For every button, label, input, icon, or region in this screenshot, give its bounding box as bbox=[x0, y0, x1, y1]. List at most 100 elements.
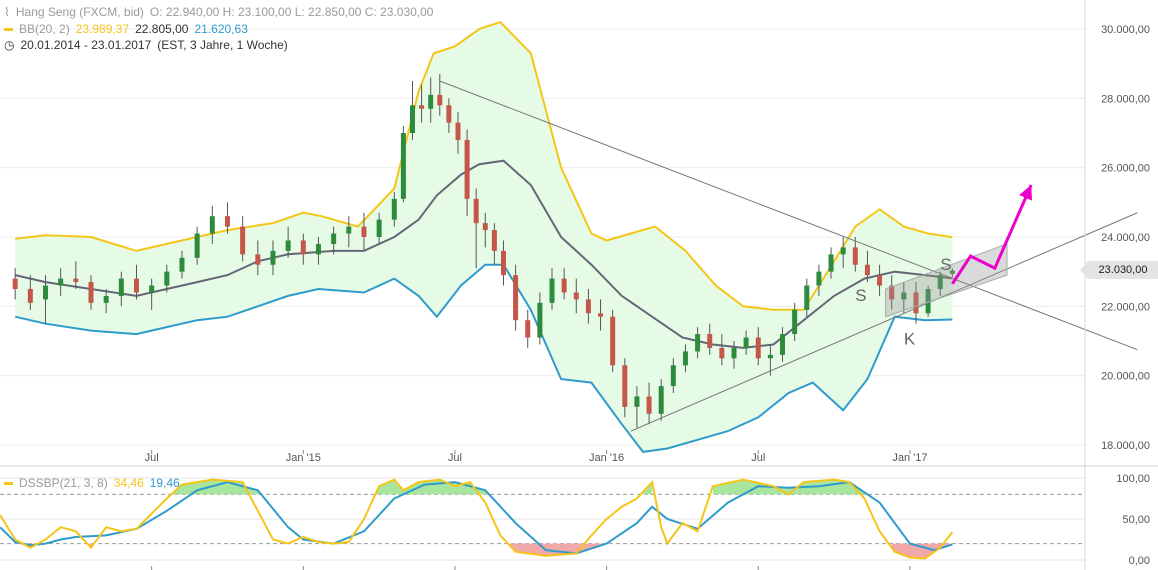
candle-body bbox=[437, 94, 443, 106]
x-tick-label: Jul bbox=[751, 452, 765, 464]
bb-lower-value: 21.620,63 bbox=[194, 22, 248, 36]
bb-legend: BB(20, 2) 23.989,37 22.805,00 21.620,63 bbox=[4, 22, 254, 36]
instrument-legend: ⌇ Hang Seng (FXCM, bid) O: 22.940,00 H: 23… bbox=[4, 5, 439, 19]
trendline-resistance bbox=[439, 80, 1138, 351]
range-legend: ◷ 20.01.2014 - 23.01.2017 (EST, 3 Jahre, 1… bbox=[4, 38, 294, 52]
candle-body bbox=[300, 240, 306, 255]
range-note: (EST, 3 Jahre, 1 Woche) bbox=[157, 38, 288, 52]
ohlc-values: O: 22.940,00 H: 23.100,00 L: 22.850,00 C… bbox=[149, 5, 434, 19]
candle-body bbox=[743, 337, 749, 348]
candle-body bbox=[133, 278, 139, 293]
candle-body bbox=[88, 282, 94, 303]
candle-body bbox=[707, 334, 713, 348]
x-tick-label: Jan '15 bbox=[286, 452, 321, 464]
candle-body bbox=[376, 219, 382, 237]
candle-body bbox=[913, 292, 919, 314]
osc-legend: DSSBP(21, 3, 8) 34,46 19,46 bbox=[4, 476, 186, 490]
chart-type-icon: ⌇ bbox=[4, 5, 10, 19]
candle-body bbox=[473, 198, 479, 224]
candle-body bbox=[118, 278, 124, 296]
x-tick-label: Jan '17 bbox=[892, 452, 927, 464]
candle-body bbox=[224, 216, 230, 227]
candle-body bbox=[27, 289, 33, 303]
projection-arrow-line bbox=[951, 184, 1033, 285]
current-price-badge: 23.030,00 bbox=[1080, 261, 1158, 279]
candle-body bbox=[537, 302, 543, 338]
candle-body bbox=[901, 292, 907, 300]
bb-middle-value: 22.805,00 bbox=[135, 22, 189, 36]
candle-body bbox=[58, 278, 64, 286]
candle-body bbox=[209, 216, 215, 234]
osc-value-slow: 19,46 bbox=[149, 476, 180, 490]
y-tick-label: 22.000,00 bbox=[1101, 301, 1150, 313]
candle-body bbox=[610, 316, 616, 366]
osc-label: DSSBP(21, 3, 8) bbox=[19, 476, 108, 490]
osc-value-fast: 34,46 bbox=[113, 476, 144, 490]
candle-body bbox=[634, 396, 640, 407]
candle-body bbox=[840, 247, 846, 255]
bb-label: BB(20, 2) bbox=[19, 22, 70, 36]
instrument-name: Hang Seng (FXCM, bid) bbox=[15, 5, 144, 19]
y-tick-label: 24.000,00 bbox=[1101, 232, 1150, 244]
candle-body bbox=[937, 275, 943, 289]
bb-upper-value: 23.989,37 bbox=[75, 22, 130, 36]
candle-body bbox=[315, 243, 321, 255]
candle-body bbox=[719, 347, 725, 359]
candlesticks bbox=[12, 74, 955, 428]
candle-body bbox=[573, 292, 579, 300]
candle-body bbox=[525, 320, 531, 338]
bb-swatch-icon bbox=[4, 28, 13, 32]
candle-body bbox=[455, 122, 461, 140]
candle-body bbox=[255, 254, 261, 265]
y-tick-label: 18.000,00 bbox=[1101, 440, 1150, 452]
osc-tick-label: 50,00 bbox=[1122, 514, 1150, 526]
y-tick-label: 20.000,00 bbox=[1101, 371, 1150, 383]
candle-body bbox=[194, 233, 200, 258]
candle-body bbox=[361, 226, 367, 237]
candle-body bbox=[164, 271, 170, 286]
osc-tick-label: 100,00 bbox=[1116, 473, 1150, 485]
date-range: 20.01.2014 - 23.01.2017 bbox=[20, 38, 152, 52]
trendlines: S S K bbox=[439, 80, 1138, 432]
candle-body bbox=[409, 105, 415, 133]
candle-body bbox=[949, 270, 955, 274]
candle-body bbox=[513, 275, 519, 321]
annotation-label: S bbox=[855, 286, 866, 305]
candle-body bbox=[482, 223, 488, 231]
candle-body bbox=[270, 250, 276, 265]
osc-oversold-fill bbox=[891, 543, 953, 559]
trendline-support bbox=[630, 212, 1138, 432]
candle-body bbox=[149, 285, 155, 293]
candle-body bbox=[767, 354, 773, 359]
candle-body bbox=[500, 250, 506, 276]
candle-body bbox=[828, 254, 834, 272]
candle-body bbox=[179, 257, 185, 272]
candle-body bbox=[491, 230, 497, 251]
clock-icon: ◷ bbox=[4, 38, 15, 52]
candle-body bbox=[864, 264, 870, 276]
osc-tick-label: 0,00 bbox=[1129, 555, 1150, 567]
candle-body bbox=[889, 285, 895, 300]
candle-body bbox=[73, 278, 79, 283]
candle-body bbox=[12, 278, 18, 289]
candle-body bbox=[755, 337, 761, 359]
candle-body bbox=[646, 396, 652, 414]
candle-body bbox=[804, 285, 810, 310]
x-tick-label: Jul bbox=[448, 452, 462, 464]
annotation-label: K bbox=[904, 329, 916, 348]
candle-body bbox=[877, 275, 883, 286]
y-tick-label: 26.000,00 bbox=[1101, 163, 1150, 175]
candle-body bbox=[42, 285, 48, 300]
candle-body bbox=[670, 365, 676, 387]
candle-body bbox=[658, 386, 664, 414]
candle-body bbox=[391, 198, 397, 220]
y-tick-label: 30.000,00 bbox=[1101, 24, 1150, 36]
candle-body bbox=[792, 309, 798, 335]
oscillator-panel bbox=[0, 477, 1085, 561]
candle-body bbox=[731, 347, 737, 359]
projection-arrowhead bbox=[1019, 185, 1033, 201]
candle-body bbox=[464, 139, 470, 199]
osc-slow-line bbox=[0, 481, 953, 555]
candle-body bbox=[428, 94, 434, 109]
